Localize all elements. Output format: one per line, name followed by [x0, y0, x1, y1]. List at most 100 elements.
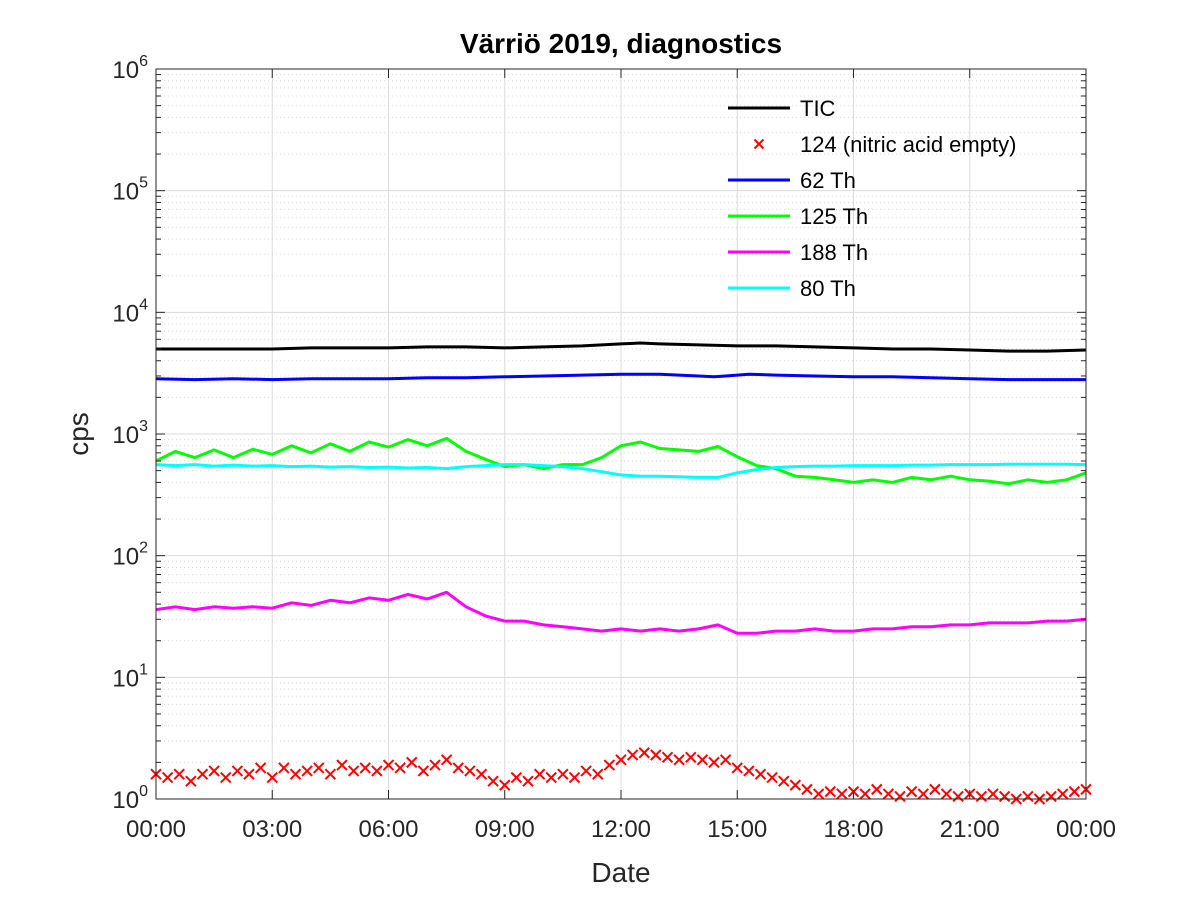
y-tick-label: 100	[112, 783, 148, 814]
y-tick-label: 105	[112, 175, 148, 206]
data-point-marker	[580, 765, 592, 777]
data-point-marker	[301, 765, 313, 777]
legend-entry: 125 Th	[728, 204, 868, 229]
y-tick-label: 104	[112, 296, 148, 327]
data-point-marker	[952, 790, 964, 803]
x-tick-label: 15:00	[707, 816, 767, 843]
data-point-marker	[789, 779, 802, 791]
data-point-marker	[650, 749, 662, 761]
x-tick-label: 00:00	[1056, 816, 1116, 843]
data-point-marker	[185, 775, 197, 787]
data-point-marker	[743, 765, 755, 777]
data-point-marker	[417, 765, 430, 777]
data-point-marker	[905, 785, 918, 798]
data-point-marker	[812, 788, 825, 800]
y-axis-label: cps	[63, 412, 94, 456]
data-point-marker	[545, 771, 557, 784]
data-point-marker	[661, 751, 674, 764]
data-point-marker	[173, 768, 185, 780]
data-point-marker	[487, 775, 499, 787]
data-point-marker	[533, 768, 546, 780]
y-tick-label: 101	[112, 661, 148, 692]
data-point-marker	[708, 756, 720, 769]
data-point-marker	[975, 790, 988, 803]
data-point-marker	[998, 790, 1011, 803]
data-point-marker	[568, 771, 581, 784]
data-point-marker	[1068, 785, 1081, 798]
data-point-marker	[696, 754, 709, 766]
data-point-marker	[615, 754, 627, 766]
data-point-marker	[161, 771, 174, 784]
data-point-marker	[801, 783, 813, 796]
data-point-marker	[324, 768, 337, 780]
data-point-marker	[510, 771, 523, 784]
chart-title: Värriö 2019, diagnostics	[460, 28, 782, 59]
data-point-marker	[673, 754, 685, 766]
data-point-marker	[452, 762, 464, 774]
data-point-marker	[1022, 790, 1034, 803]
x-tick-label: 00:00	[126, 816, 186, 843]
data-point-marker	[254, 762, 267, 774]
data-point-marker	[382, 759, 395, 771]
series-layer	[150, 341, 1092, 805]
y-tick-label: 106	[112, 53, 148, 84]
series-124-nitric-acid-empty	[150, 747, 1092, 805]
data-point-marker	[685, 751, 697, 764]
legend-label: 188 Th	[800, 240, 868, 265]
series-line-125-th	[155, 436, 1087, 486]
data-point-marker	[208, 765, 220, 777]
x-tick-label: 12:00	[591, 816, 651, 843]
legend-entry: 188 Th	[728, 240, 868, 265]
data-point-marker	[871, 783, 883, 796]
legend-label: 125 Th	[800, 204, 868, 229]
data-point-marker	[429, 759, 441, 771]
data-point-marker	[1045, 790, 1057, 803]
x-tick-label: 21:00	[940, 816, 1000, 843]
data-point-marker	[359, 762, 371, 774]
data-point-marker	[278, 762, 290, 774]
data-point-marker	[731, 762, 743, 774]
legend-entry: 62 Th	[728, 168, 856, 193]
data-point-marker	[475, 768, 488, 780]
ticks-layer: 100 101 102 103 104 105 106 00:00 03:00 06:00 09:0…	[112, 53, 1116, 843]
data-point-marker	[894, 790, 906, 803]
data-point-marker	[243, 768, 255, 780]
data-point-marker	[336, 759, 348, 771]
data-point-marker	[917, 788, 929, 800]
x-tick-label: 09:00	[475, 816, 535, 843]
legend-label: 62 Th	[800, 168, 856, 193]
data-point-marker	[220, 771, 232, 784]
legend: TIC 124 (nitric acid empty) 62 Th 125 Th 188…	[728, 96, 1016, 301]
data-point-marker	[987, 788, 999, 800]
data-point-marker	[824, 785, 836, 798]
x-tick-label: 18:00	[823, 816, 883, 843]
data-point-marker	[289, 768, 302, 780]
data-point-marker	[626, 749, 639, 761]
data-point-marker	[836, 788, 848, 800]
data-point-marker	[231, 765, 244, 777]
series-line-80-th	[155, 462, 1087, 479]
y-tick-label: 102	[112, 540, 148, 571]
x-tick-label: 06:00	[358, 816, 418, 843]
legend-entry: TIC	[728, 96, 836, 121]
data-point-marker	[557, 768, 569, 780]
series-line-62-th	[155, 372, 1086, 382]
data-point-marker	[440, 754, 453, 766]
data-point-marker	[929, 783, 941, 796]
data-point-marker	[347, 765, 360, 777]
data-point-marker	[196, 768, 209, 780]
data-point-marker	[859, 788, 871, 800]
legend-entry: 80 Th	[728, 276, 856, 301]
series-line-188-th	[155, 590, 1087, 635]
legend-marker	[753, 138, 765, 150]
data-point-marker	[394, 762, 406, 774]
data-point-marker	[464, 765, 476, 777]
series-line-tic	[156, 341, 1087, 353]
data-point-marker	[499, 779, 511, 791]
data-point-marker	[882, 788, 895, 800]
legend-label: 80 Th	[800, 276, 856, 301]
x-tick-label: 03:00	[242, 816, 302, 843]
data-point-marker	[719, 754, 732, 766]
x-axis-label: Date	[591, 857, 650, 888]
